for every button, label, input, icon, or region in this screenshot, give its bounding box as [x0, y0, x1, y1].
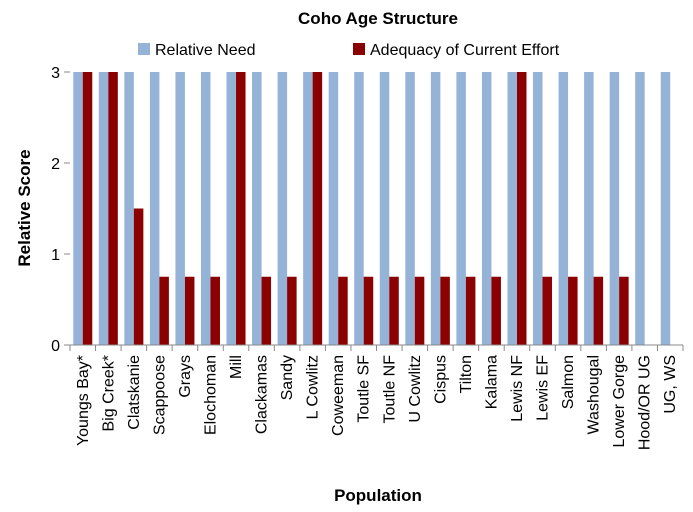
x-tick-label: Salmon [560, 355, 577, 409]
bar-relative-need [584, 72, 594, 345]
x-tick-label: Elochoman [202, 355, 219, 435]
bar-adequacy [108, 72, 118, 345]
bar-relative-need [660, 72, 671, 345]
bar-relative-need [430, 72, 441, 345]
x-tick-label: Sandy [279, 355, 296, 400]
bar-relative-need [558, 72, 569, 345]
bar-adequacy [236, 72, 246, 345]
bar-adequacy [312, 72, 323, 345]
bar-adequacy [491, 276, 501, 345]
x-tick-label: Toutle NF [381, 355, 398, 424]
y-tick-label: 2 [51, 156, 60, 173]
bar-adequacy [287, 276, 297, 345]
bar-relative-need [481, 72, 492, 345]
x-tick-label: Cispus [432, 355, 449, 404]
bar-relative-need [277, 72, 288, 345]
x-axis-ticks: Youngs Bay* Big Creek* Clatskanie Scappoose… [69, 345, 684, 450]
x-tick-label: Clatskanie [126, 355, 143, 430]
x-tick-label: U Cowlitz [407, 355, 424, 423]
bar-adequacy [568, 276, 578, 345]
chart-title: Coho Age Structure [298, 9, 458, 28]
bar-relative-need [507, 72, 517, 345]
x-tick-label: Coweeman [330, 355, 347, 436]
x-tick-label: Grays [177, 355, 194, 398]
x-tick-label: Lewis NF [509, 355, 526, 422]
x-tick-label: Mill [228, 355, 245, 379]
x-tick-label: Big Creek* [100, 355, 117, 431]
legend-label-relative-need: Relative Need [155, 42, 256, 59]
y-tick-label: 1 [51, 247, 60, 264]
bar-adequacy [210, 276, 220, 345]
bar-relative-need [635, 72, 645, 345]
x-tick-label: Scappoose [151, 355, 168, 435]
bar-adequacy [516, 72, 527, 345]
x-tick-label: Hood/OR UG [637, 355, 654, 450]
bar-adequacy [619, 276, 629, 345]
bar-relative-need [609, 72, 620, 345]
y-axis-ticks: 0 1 2 3 [51, 65, 70, 355]
bar-adequacy [338, 276, 348, 345]
bar-relative-need [533, 72, 543, 345]
bar-relative-need [175, 72, 185, 345]
legend-label-adequacy: Adequacy of Current Effort [370, 42, 560, 59]
x-tick-label: Clackamas [254, 355, 271, 434]
bar-relative-need [405, 72, 415, 345]
bar-adequacy [184, 276, 195, 345]
bar-relative-need [98, 72, 109, 345]
bar-adequacy [82, 72, 93, 345]
y-tick-label: 3 [51, 65, 60, 82]
bar-adequacy [542, 276, 553, 345]
bar-adequacy [465, 276, 476, 345]
bar-adequacy [414, 276, 425, 345]
bar-relative-need [124, 72, 134, 345]
x-tick-label: Kalama [483, 355, 500, 409]
legend-swatch-relative-need [138, 43, 150, 55]
bar-relative-need [252, 72, 262, 345]
legend-swatch-adequacy [353, 43, 365, 55]
x-tick-label: Youngs Bay* [75, 355, 92, 446]
x-tick-label: Toutle SF [356, 355, 373, 423]
bar-relative-need [328, 72, 339, 345]
x-tick-label: Washougal [586, 355, 603, 434]
bars [73, 72, 671, 345]
bar-relative-need [149, 72, 160, 345]
bar-relative-need [200, 72, 211, 345]
y-tick-label: 0 [51, 338, 60, 355]
x-tick-label: L Cowlitz [305, 355, 322, 419]
x-tick-label: Lewis EF [535, 355, 552, 421]
x-tick-label: UG, WS [662, 355, 679, 414]
bar-adequacy [261, 276, 272, 345]
bar-relative-need [73, 72, 83, 345]
bar-adequacy [159, 276, 169, 345]
bar-relative-need [303, 72, 313, 345]
bar-relative-need [226, 72, 237, 345]
bar-adequacy [593, 276, 604, 345]
legend: Relative Need Adequacy of Current Effort [138, 42, 560, 59]
bar-adequacy [389, 276, 399, 345]
bar-adequacy [440, 276, 450, 345]
bar-relative-need [456, 72, 466, 345]
x-tick-label: Tilton [458, 355, 475, 394]
y-axis-title: Relative Score [15, 149, 34, 266]
bar-adequacy [363, 276, 374, 345]
bar-relative-need [379, 72, 390, 345]
x-tick-label: Lower Gorge [611, 355, 628, 448]
bar-adequacy [133, 208, 144, 345]
x-axis-title: Population [334, 486, 422, 505]
bar-relative-need [354, 72, 364, 345]
